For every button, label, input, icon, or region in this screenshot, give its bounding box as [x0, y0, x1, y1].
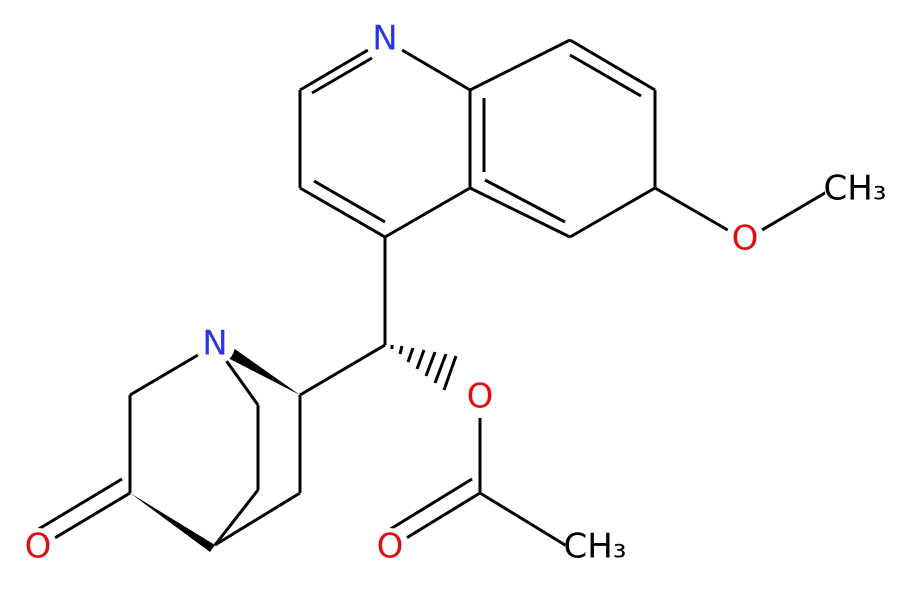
atom-label: N [372, 19, 397, 59]
atom-label: O [467, 377, 494, 417]
atom-label: N [202, 324, 227, 364]
atom-label: O [732, 219, 759, 259]
atom-labels: N O CH₃ N O O CH₃ O [18, 19, 887, 578]
atom-label: O [25, 527, 52, 567]
bonds [31, 38, 831, 552]
atom-label: CH₃ [564, 527, 627, 567]
atom-label: CH₃ [824, 169, 887, 209]
atom-label: O [377, 527, 404, 567]
